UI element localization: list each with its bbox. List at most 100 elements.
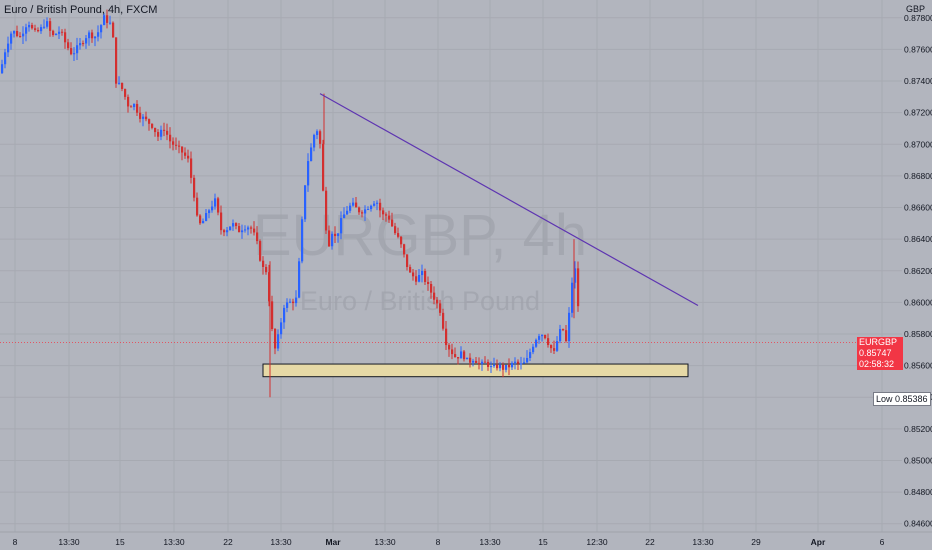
time-tick-label: 29 <box>751 537 761 547</box>
candle-body <box>346 211 348 215</box>
candle-body <box>28 25 30 27</box>
candle-body <box>187 156 189 159</box>
candle-body <box>433 293 435 300</box>
candle-body <box>571 283 573 313</box>
candle-body <box>97 32 99 36</box>
candle-body <box>16 31 18 36</box>
candle-body <box>205 213 207 221</box>
candle-body <box>544 335 546 338</box>
candle-body <box>373 204 375 206</box>
candle-body <box>103 15 105 25</box>
candle-body <box>382 210 384 214</box>
candle-body <box>133 104 135 107</box>
candle-body <box>295 298 297 303</box>
candle-body <box>301 219 303 261</box>
low-label: Low <box>876 394 893 404</box>
price-axis[interactable]: 0.87800 0.87600 0.87400 0.87200 0.87000 0.868… <box>902 0 932 532</box>
price-tick-label: 0.86200 <box>904 266 932 276</box>
support-zone-rect[interactable] <box>263 364 688 377</box>
candle-body <box>415 276 417 281</box>
candle-body <box>460 351 462 358</box>
candle-body <box>358 207 360 212</box>
candle-body <box>148 119 150 124</box>
candle-body <box>157 132 159 137</box>
candle-body <box>319 131 321 144</box>
candle-body <box>151 124 153 128</box>
candle-body <box>226 230 228 232</box>
candle-body <box>172 141 174 144</box>
time-tick-label: 22 <box>223 537 233 547</box>
candle-body <box>403 244 405 254</box>
candle-body <box>436 300 438 304</box>
candle-body <box>484 362 486 363</box>
candle-body <box>19 36 21 37</box>
support-zone[interactable] <box>263 364 688 377</box>
candle-body <box>397 233 399 237</box>
time-tick-label: 8 <box>436 537 441 547</box>
candle-body <box>313 135 315 147</box>
candle-body <box>553 348 555 351</box>
candle-body <box>64 32 66 42</box>
candle-body <box>478 363 480 364</box>
candle-body <box>184 153 186 156</box>
candle-body <box>469 358 471 363</box>
candle-body <box>379 203 381 211</box>
candle-body <box>94 37 96 39</box>
candle-body <box>40 27 42 31</box>
candle-body <box>229 226 231 230</box>
price-tick-label: 0.85000 <box>904 455 932 465</box>
candle-body <box>112 23 114 38</box>
candle-body <box>418 275 420 282</box>
candle-body <box>166 131 168 135</box>
candle-body <box>178 146 180 147</box>
candle-body <box>52 31 54 35</box>
candle-body <box>430 284 432 293</box>
candle-body <box>547 338 549 345</box>
candle-body <box>274 329 276 348</box>
price-tick-label: 0.87600 <box>904 44 932 54</box>
candle-body <box>391 220 393 227</box>
candle-body <box>508 365 510 367</box>
candle-body <box>70 48 72 54</box>
candle-body <box>109 23 111 24</box>
candle-body <box>520 364 522 365</box>
symbol-title: Euro / British Pound, 4h, FXCM <box>4 4 157 16</box>
bar-countdown: 02:58:32 <box>859 359 901 370</box>
candle-body <box>565 330 567 341</box>
candle-body <box>376 203 378 204</box>
time-tick-label: 13:30 <box>58 537 80 547</box>
candle-body <box>499 365 501 368</box>
candle-body <box>328 230 330 246</box>
candle-body <box>445 329 447 345</box>
candle-body <box>535 340 537 347</box>
candle-body <box>325 191 327 231</box>
candle-body <box>292 302 294 303</box>
candle-body <box>421 271 423 275</box>
candle-body <box>37 30 39 31</box>
candle-body <box>193 178 195 198</box>
price-tick-label: 0.85800 <box>904 329 932 339</box>
candle-body <box>259 241 261 261</box>
candle-body <box>130 106 132 107</box>
candle-body <box>10 34 12 44</box>
candle-body <box>91 32 93 38</box>
time-tick-label: 13:30 <box>163 537 185 547</box>
candle-body <box>124 89 126 97</box>
candle-body <box>247 227 249 229</box>
candle-body <box>118 83 120 84</box>
candle-body <box>343 214 345 218</box>
price-tick-label: 0.84800 <box>904 487 932 497</box>
candle-body <box>73 53 75 54</box>
candle-body <box>466 358 468 359</box>
time-tick-label: 6 <box>880 537 885 547</box>
candle-body <box>208 210 210 213</box>
candle-body <box>364 209 366 213</box>
price-tick-label: 0.87200 <box>904 108 932 118</box>
candle-body <box>277 334 279 348</box>
candle-body <box>514 362 516 363</box>
candle-body <box>7 44 9 53</box>
candle-body <box>217 198 219 212</box>
candle-body <box>139 113 141 119</box>
